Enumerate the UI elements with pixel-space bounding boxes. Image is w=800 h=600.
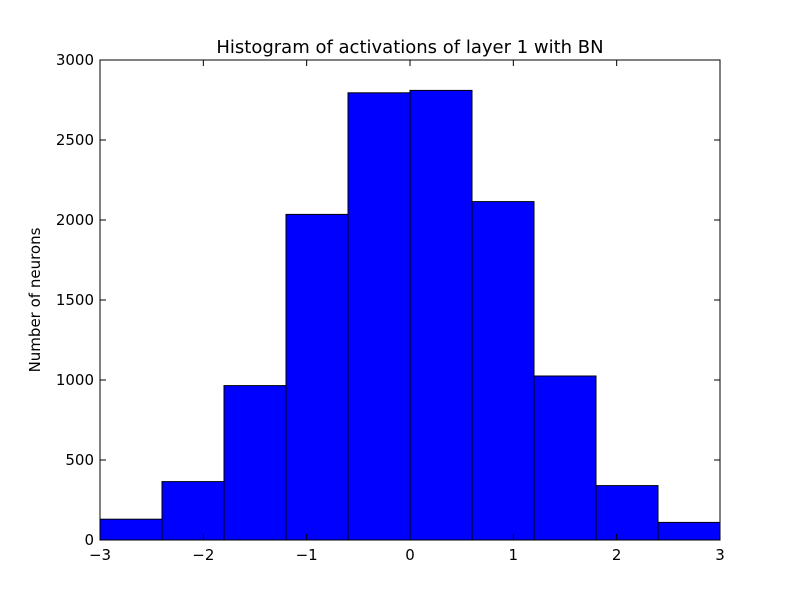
histogram-bar xyxy=(595,485,659,541)
histogram-bar xyxy=(471,201,535,541)
x-tick-label: 1 xyxy=(509,546,519,564)
x-tick-label: 0 xyxy=(405,546,415,564)
x-tick-label: 2 xyxy=(612,546,622,564)
histogram-bar xyxy=(99,518,163,541)
histogram-bar xyxy=(409,89,473,541)
ticks-group xyxy=(99,59,721,541)
y-tick-label: 500 xyxy=(65,451,94,469)
histogram-bar xyxy=(223,385,287,541)
y-tick-label: 0 xyxy=(84,531,94,549)
bars-group xyxy=(99,89,721,541)
y-tick-label: 2000 xyxy=(56,211,94,229)
histogram-bar xyxy=(347,92,411,541)
y-tick-label: 3000 xyxy=(56,51,94,69)
x-tick-label: −3 xyxy=(89,546,111,564)
x-tick-label: 3 xyxy=(715,546,725,564)
x-tick-label: −2 xyxy=(192,546,214,564)
y-tick-labels: 0 500 1000 1500 2000 2500 3000 xyxy=(56,51,94,549)
histogram-bar xyxy=(161,481,225,541)
histogram-bar xyxy=(285,213,349,541)
y-tick-label: 1000 xyxy=(56,371,94,389)
x-tick-label: −1 xyxy=(296,546,318,564)
y-tick-label: 2500 xyxy=(56,131,94,149)
chart-title: Histogram of activations of layer 1 with… xyxy=(216,37,603,58)
histogram-bar xyxy=(533,375,597,541)
x-tick-labels: −3 −2 −1 0 1 2 3 xyxy=(89,546,725,564)
histogram-bar xyxy=(657,521,721,541)
y-tick-label: 1500 xyxy=(56,291,94,309)
y-axis-label: Number of neurons xyxy=(26,227,44,372)
